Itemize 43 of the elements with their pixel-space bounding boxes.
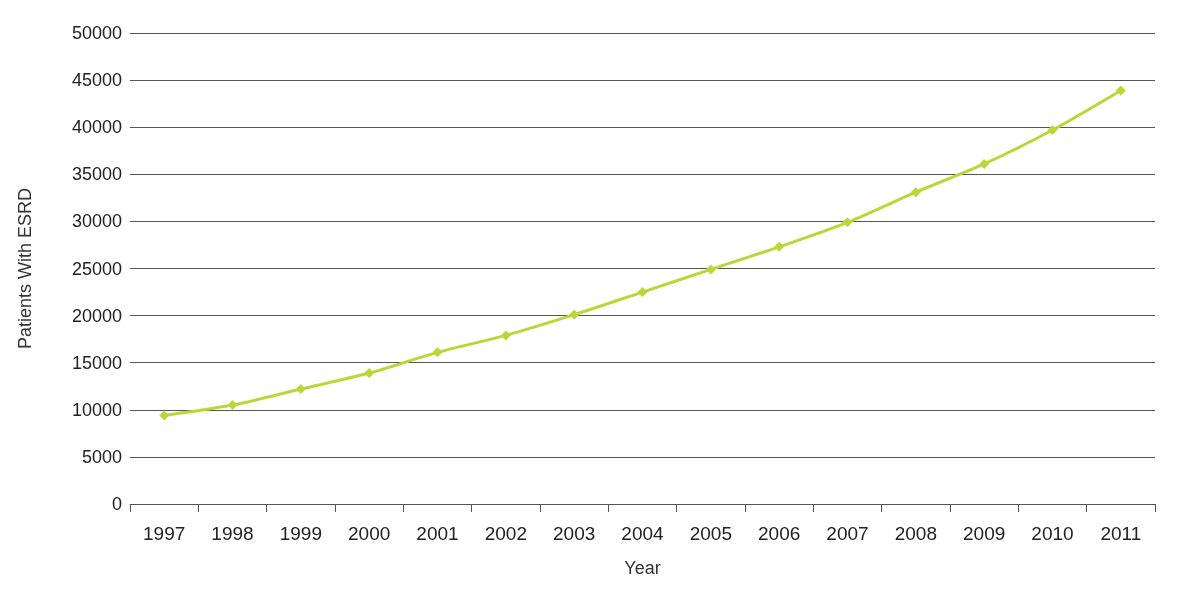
- x-tick-label: 1997: [143, 523, 186, 544]
- y-tick-label: 20000: [71, 305, 122, 326]
- point: [774, 241, 785, 252]
- point: [569, 309, 580, 320]
- y-axis-title: Patients With ESRD: [15, 187, 35, 350]
- x-tick-label: 2010: [1031, 523, 1074, 544]
- x-tick-label: 1998: [211, 523, 254, 544]
- point: [500, 330, 511, 341]
- point: [227, 400, 238, 411]
- point: [705, 264, 716, 275]
- x-axis-title: Year: [624, 558, 661, 578]
- y-tick-label: 10000: [71, 399, 122, 420]
- point: [1047, 125, 1058, 136]
- x-tick-label: 1999: [279, 523, 322, 544]
- y-tick-label: 5000: [81, 446, 122, 467]
- y-tick-label: 30000: [71, 211, 122, 232]
- y-tick-label: 35000: [71, 164, 122, 185]
- x-tick-label: 2007: [826, 523, 869, 544]
- y-tick-label: 50000: [71, 23, 122, 43]
- point: [364, 368, 375, 379]
- x-tick-label: 2004: [621, 523, 665, 544]
- x-tick-label: 2008: [894, 523, 937, 544]
- point: [432, 347, 443, 358]
- y-tick-label: 45000: [71, 70, 122, 91]
- point: [910, 187, 921, 198]
- y-tick-label: 40000: [71, 117, 122, 138]
- x-tick-label: 2000: [348, 523, 391, 544]
- point: [295, 384, 306, 395]
- x-tick-label: 2011: [1100, 523, 1142, 544]
- x-tick-label: 2009: [963, 523, 1006, 544]
- point: [159, 410, 170, 421]
- y-tick-label: 0: [111, 494, 122, 514]
- y-tick-label: 15000: [71, 352, 122, 373]
- x-tick-label: 2006: [758, 523, 801, 544]
- point: [1115, 85, 1126, 96]
- x-tick-label: 2003: [553, 523, 596, 544]
- point: [979, 158, 990, 169]
- point: [842, 217, 853, 228]
- x-tick-label: 2002: [484, 523, 527, 544]
- x-tick-label: 2001: [416, 523, 459, 544]
- x-tick-label: 2005: [689, 523, 732, 544]
- point: [637, 287, 648, 298]
- y-tick-label: 25000: [71, 258, 122, 279]
